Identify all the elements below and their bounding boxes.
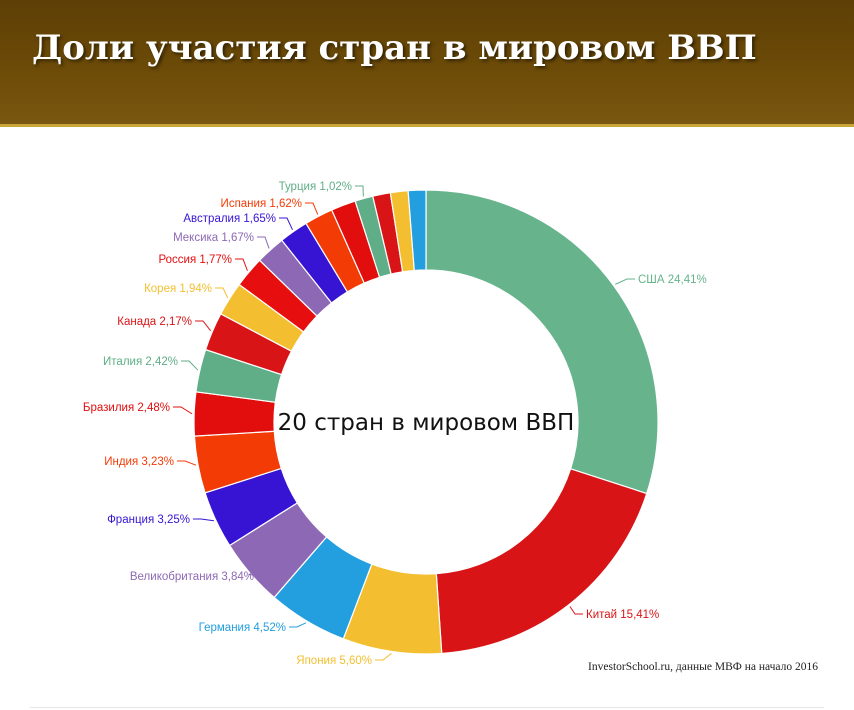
leader-line-сша: [615, 278, 635, 285]
leader-line-япония: [375, 653, 392, 661]
leader-line-россия: [235, 258, 248, 271]
leader-line-мексика: [257, 236, 270, 249]
leader-line-италия: [181, 360, 199, 371]
bottom-divider: [30, 707, 824, 708]
leader-line-франция: [193, 518, 214, 522]
slices-layer: [193, 189, 659, 655]
header-banner: Доли участия стран в мировом ВВП: [0, 0, 854, 127]
leader-line-китай: [569, 606, 583, 615]
data-label-япония: Япония 5,60%: [296, 655, 372, 667]
data-label-канада: Канада 2,17%: [117, 316, 192, 328]
page-title: Доли участия стран в мировом ВВП: [32, 28, 757, 68]
data-label-австралия: Австралия 1,65%: [183, 213, 276, 225]
data-label-германия: Германия 4,52%: [199, 622, 286, 634]
data-label-франция: Франция 3,25%: [107, 514, 190, 526]
leader-line-германия: [289, 622, 307, 628]
data-label-бразилия: Бразилия 2,48%: [83, 402, 170, 414]
labels-layer: США 24,41% Китай 15,41% Япония 5,60% Герман…: [83, 181, 707, 667]
source-note: InvestorSchool.ru, данные МВФ на начало …: [588, 661, 818, 673]
leader-line-корея: [215, 287, 229, 298]
leaders-layer: [173, 185, 635, 661]
donut-chart: США 24,41% Китай 15,41% Япония 5,60% Герман…: [83, 181, 707, 667]
slice-китай: [435, 468, 648, 655]
data-label-россия: Россия 1,77%: [158, 254, 232, 266]
chart-center-label: 20 стран в мировом ВВП: [278, 410, 575, 436]
data-label-мексика: Мексика 1,67%: [173, 232, 254, 244]
slice-сша: [425, 189, 659, 495]
data-label-испания: Испания 1,62%: [221, 198, 302, 210]
data-label-турция: Турция 1,02%: [279, 181, 352, 193]
data-label-великобритания: Великобритания 3,84%: [130, 571, 254, 583]
leader-line-великобритания: [248, 573, 266, 577]
slice-unlabeled-19: [407, 189, 427, 272]
data-label-италия: Италия 2,42%: [103, 356, 178, 368]
data-label-индия: Индия 3,23%: [104, 456, 174, 468]
data-label-корея: Корея 1,94%: [144, 283, 212, 295]
leader-line-испания: [305, 202, 319, 215]
leader-line-бразилия: [173, 406, 193, 415]
leader-line-австралия: [279, 217, 293, 231]
data-label-сша: США 24,41%: [638, 274, 707, 286]
leader-line-турция: [355, 185, 364, 197]
leader-line-индия: [177, 460, 197, 466]
leader-line-канада: [195, 320, 211, 331]
data-label-китай: Китай 15,41%: [586, 609, 659, 621]
